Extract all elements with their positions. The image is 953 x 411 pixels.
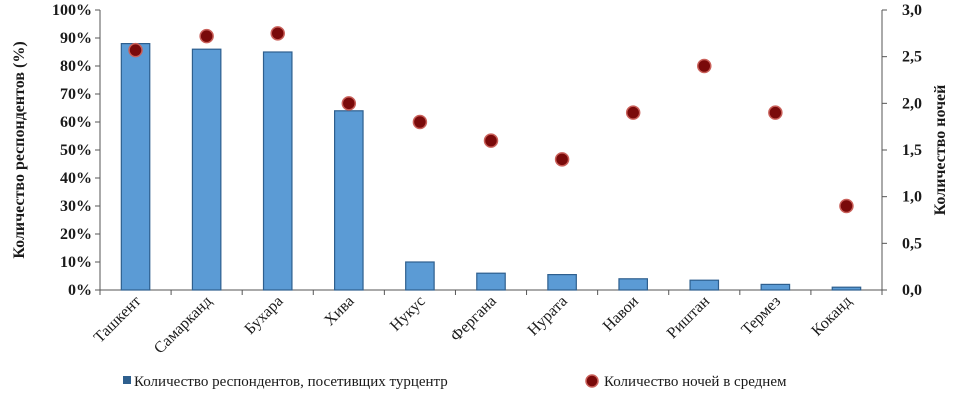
category-label: Хива — [321, 293, 357, 329]
category-label: Риштан — [664, 293, 714, 343]
category-label: Термез — [738, 293, 784, 339]
legend-marker-swatch — [585, 374, 599, 388]
bar — [334, 110, 364, 291]
bar-series — [120, 42, 862, 291]
marker-point — [412, 114, 428, 130]
left-tick-label: 50% — [60, 142, 92, 159]
bar — [476, 272, 506, 291]
left-tick-label: 10% — [60, 254, 92, 271]
bar — [405, 261, 435, 291]
bar — [120, 42, 151, 291]
category-label: Фергана — [447, 293, 499, 345]
right-tick-label: 1,0 — [902, 189, 922, 206]
category-label: Навои — [600, 293, 642, 335]
right-tick-label: 0,5 — [902, 235, 922, 252]
left-axis-title: Количество респондентов (%) — [11, 41, 28, 258]
marker-point — [697, 58, 712, 74]
category-label: Коканд — [808, 293, 855, 340]
legend: Количество респондентов, посетивщих турц… — [123, 374, 787, 390]
right-tick-label: 0,0 — [902, 282, 922, 299]
bar — [760, 283, 791, 291]
left-axis-ticks: 0% 10% 20% 30% 40% 50% 60% 70% 80% 90% 100% — [52, 2, 100, 299]
category-label: Нурата — [525, 293, 571, 339]
left-tick-label: 30% — [60, 198, 92, 215]
marker-point — [128, 42, 143, 58]
category-label: Бухара — [241, 293, 286, 338]
bar — [831, 286, 862, 291]
left-tick-label: 80% — [60, 58, 92, 75]
legend-marker-label: Количество ночей в среднем — [604, 374, 787, 390]
right-axis-ticks: 0,0 0,5 1,0 1,5 2,0 2,5 3,0 — [882, 2, 922, 299]
marker-point — [625, 105, 641, 120]
legend-bar-swatch — [123, 376, 131, 384]
marker-point — [839, 198, 854, 214]
right-axis-title: Количество ночей — [932, 85, 949, 216]
marker-point — [199, 28, 214, 44]
bar — [689, 279, 720, 291]
left-tick-label: 60% — [60, 114, 92, 131]
left-tick-label: 20% — [60, 226, 92, 243]
right-tick-label: 3,0 — [902, 2, 922, 19]
left-tick-label: 70% — [60, 86, 92, 103]
category-label: Ташкент — [91, 293, 145, 347]
category-label: Самарканд — [151, 293, 216, 358]
left-tick-label: 90% — [60, 30, 92, 47]
left-tick-label: 0% — [68, 282, 92, 299]
bar — [262, 51, 293, 291]
marker-point — [768, 105, 783, 120]
legend-bar-label: Количество респондентов, посетивщих турц… — [134, 374, 448, 390]
category-label: Нукус — [387, 293, 429, 335]
right-tick-label: 1,5 — [902, 142, 922, 159]
bar — [191, 48, 222, 291]
marker-point — [270, 26, 285, 41]
marker-point — [341, 96, 357, 111]
category-labels: Ташкент Самарканд Бухара Хива Нукус Фергана Ну… — [91, 290, 883, 358]
right-tick-label: 2,0 — [902, 95, 922, 112]
bar — [618, 278, 648, 291]
left-tick-label: 100% — [52, 2, 92, 19]
marker-point — [483, 133, 499, 148]
bar — [547, 274, 577, 291]
marker-series — [128, 26, 854, 214]
right-tick-label: 2,5 — [902, 49, 922, 66]
left-tick-label: 40% — [60, 170, 92, 187]
marker-point — [554, 152, 570, 167]
